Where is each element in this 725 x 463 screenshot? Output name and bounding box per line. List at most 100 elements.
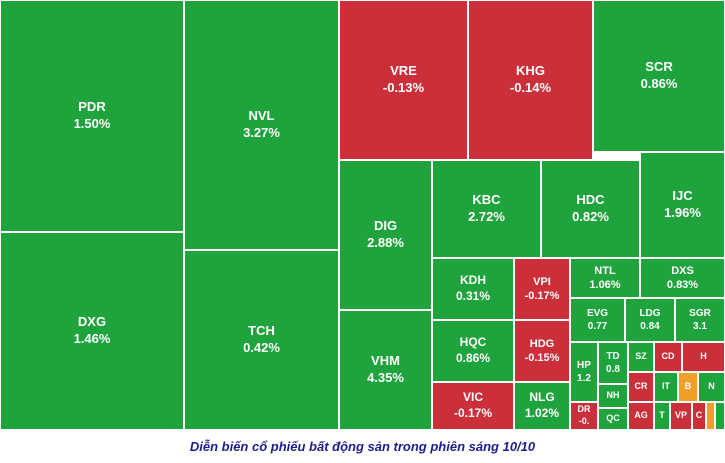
treemap-tile-vic[interactable]: VIC -0.17% [432,382,514,430]
tile-ticker: SCR [645,59,673,75]
tile-ticker: B [684,381,692,392]
tile-change: 0.42% [243,340,280,355]
tile-change: 0.82% [572,209,609,224]
tile-change: 1.46% [73,331,111,346]
treemap-tile-sliver[interactable] [706,402,715,430]
tile-ticker: HDG [529,337,555,350]
tile-ticker: DR [577,404,591,415]
tile-ticker: EVG [586,308,609,319]
tile-ticker: VHM [371,353,400,369]
treemap-tile-vpi[interactable]: VPI -0.17% [514,258,570,320]
tile-ticker: IT [662,381,670,392]
treemap-tile-vp[interactable]: VP [670,402,692,430]
tile-ticker: VPI [533,275,551,288]
tile-change: 1.06% [589,279,621,291]
tile-ticker: LDG [639,308,661,319]
tile-ticker: PDR [78,99,106,115]
tile-ticker: DXG [77,314,107,330]
tile-ticker: VIC [462,390,483,405]
tile-ticker: DXS [671,264,694,277]
treemap-tile-hdc[interactable]: HDC 0.82% [541,160,640,258]
tile-change: 0.8 [606,364,620,375]
treemap-tile-cd[interactable]: CD [654,342,682,372]
treemap-tile-dig[interactable]: DIG 2.88% [339,160,432,310]
tile-ticker: SGR [689,308,711,319]
treemap-tile-sliver[interactable] [715,402,725,430]
treemap-tile-scr[interactable]: SCR 0.86% [593,0,725,152]
tile-ticker: SZ [635,351,647,362]
treemap-tile-evg[interactable]: EVG 0.77 [570,298,625,342]
tile-ticker: NTL [594,264,616,277]
tile-change: -0. [578,416,590,426]
tile-change: 0.31% [455,289,491,303]
treemap-tile-n[interactable]: N [698,372,725,402]
treemap-tile-nh[interactable]: NH [598,384,628,408]
tile-ticker: KBC [472,192,501,208]
treemap-tile-qc[interactable]: QC [598,408,628,430]
treemap-tile-t[interactable]: T [654,402,670,430]
treemap-tile-td[interactable]: TD 0.8 [598,342,628,384]
tile-change: 0.86% [640,76,678,91]
tile-change: 1.02% [524,406,560,420]
tile-change: 3.27% [243,125,280,140]
tile-change: -0.14% [509,80,552,95]
treemap: PDR 1.50% DXG 1.46% NVL 3.27% TCH 0.42% VRE -0.13… [0,0,725,430]
tile-ticker: HQC [459,335,487,350]
tile-ticker: VRE [390,63,417,79]
tile-ticker: AG [634,410,648,421]
treemap-tile-pdr[interactable]: PDR 1.50% [0,0,184,232]
tile-ticker: DIG [373,218,398,234]
tile-ticker: KDH [460,273,486,288]
treemap-tile-hqc[interactable]: HQC 0.86% [432,320,514,382]
treemap-tile-ijc[interactable]: IJC 1.96% [640,152,725,258]
treemap-tile-kdh[interactable]: KDH 0.31% [432,258,514,320]
treemap-tile-nvl[interactable]: NVL 3.27% [184,0,339,250]
tile-change: 1.96% [664,205,701,220]
tile-change: 0.86% [455,351,491,365]
treemap-tile-nlg[interactable]: NLG 1.02% [514,382,570,430]
treemap-tile-dxs[interactable]: DXS 0.83% [640,258,725,298]
treemap-tile-tch[interactable]: TCH 0.42% [184,250,339,430]
tile-ticker: VP [674,410,687,421]
treemap-tile-sz[interactable]: SZ [628,342,654,372]
tile-change: 1.2 [577,373,591,384]
treemap-tile-vre[interactable]: VRE -0.13% [339,0,468,160]
treemap-tile-h[interactable]: H [682,342,725,372]
treemap-tile-khg[interactable]: KHG -0.14% [468,0,593,160]
tile-change: 0.84 [640,321,660,332]
tile-change: 2.88% [367,235,404,250]
tile-ticker: H [700,351,707,362]
tile-change: 0.77 [587,321,608,332]
treemap-tile-dr[interactable]: DR -0. [570,402,598,430]
treemap-tile-ntl[interactable]: NTL 1.06% [570,258,640,298]
treemap-tile-kbc[interactable]: KBC 2.72% [432,160,541,258]
treemap-tile-sgr[interactable]: SGR 3.1 [675,298,725,342]
tile-change: -0.17% [524,290,560,302]
tile-ticker: NLG [529,390,555,405]
tile-ticker: TCH [248,323,275,339]
treemap-tile-cr[interactable]: CR [628,372,654,402]
tile-ticker: NH [606,390,620,401]
tile-ticker: HDC [576,192,605,208]
tile-ticker: T [659,410,665,421]
treemap-tile-it[interactable]: IT [654,372,678,402]
tile-ticker: KHG [516,63,545,79]
tile-ticker: NVL [248,108,275,124]
caption: Diễn biến cổ phiếu bất động sản trong ph… [189,439,536,454]
tile-change: -0.15% [524,352,560,364]
tile-ticker: C [695,410,703,421]
tile-change: 1.50% [73,116,111,131]
treemap-tile-hp[interactable]: HP 1.2 [570,342,598,402]
treemap-tile-hdg[interactable]: HDG -0.15% [514,320,570,382]
treemap-tile-c[interactable]: C [692,402,706,430]
treemap-tile-ag[interactable]: AG [628,402,654,430]
treemap-tile-ldg[interactable]: LDG 0.84 [625,298,675,342]
tile-change: 2.72% [468,209,505,224]
tile-change: 3.1 [693,321,707,332]
treemap-tile-dxg[interactable]: DXG 1.46% [0,232,184,430]
tile-ticker: CD [661,351,675,362]
treemap-tile-b[interactable]: B [678,372,698,402]
tile-ticker: QC [606,413,620,424]
tile-ticker: IJC [672,188,693,204]
treemap-tile-vhm[interactable]: VHM 4.35% [339,310,432,430]
